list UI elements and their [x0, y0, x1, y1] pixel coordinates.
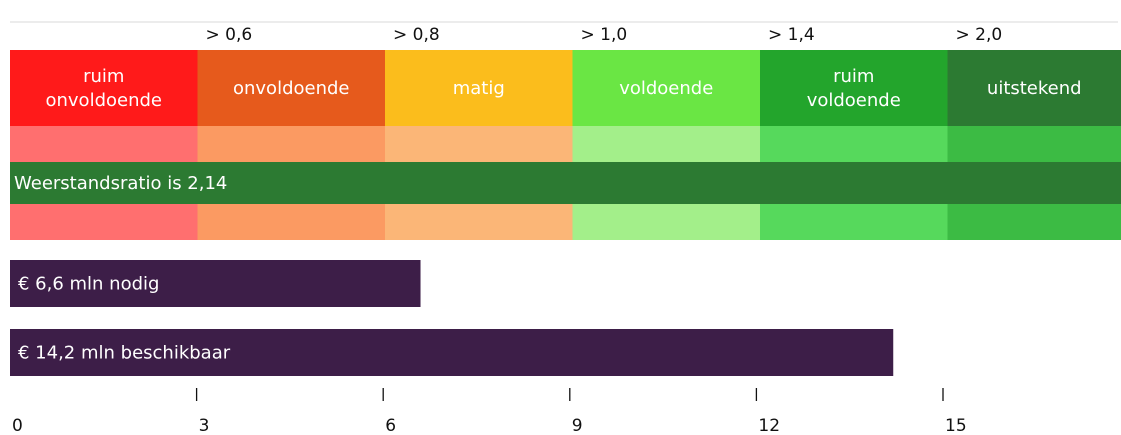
- x-tick-label: 9: [572, 416, 583, 435]
- x-axis: 0 3 6 9 12 15: [12, 388, 967, 435]
- category-light-band-lower: [385, 204, 573, 240]
- category-label-line: uitstekend: [987, 78, 1082, 99]
- threshold-label: > 1,4: [768, 25, 815, 45]
- x-tick-label: 3: [199, 416, 210, 435]
- category-label: ruim onvoldoende: [45, 66, 162, 111]
- threshold-label: > 0,8: [393, 25, 440, 45]
- category-light-band-lower: [760, 204, 948, 240]
- category-light-band-lower: [572, 204, 760, 240]
- category-light-band-upper: [10, 126, 198, 162]
- category-label-line: onvoldoende: [233, 78, 350, 99]
- category-label: matig: [453, 78, 505, 99]
- x-tick-label: 15: [945, 416, 967, 435]
- category-label: uitstekend: [987, 78, 1082, 99]
- category-label-line: matig: [453, 78, 505, 99]
- category-band: [197, 50, 385, 126]
- threshold-label: > 0,6: [206, 25, 253, 45]
- category-light-band-lower: [197, 204, 385, 240]
- ratio-bar: [10, 162, 1121, 204]
- x-tick-label: 0: [12, 416, 23, 435]
- category-band: [760, 50, 948, 126]
- category-band-rows: [10, 50, 1121, 240]
- x-tick-label: 6: [385, 416, 396, 435]
- category-label: ruim voldoende: [807, 66, 901, 111]
- x-tick-label: 12: [758, 416, 780, 435]
- category-label-line: voldoende: [619, 78, 713, 99]
- ratio-bar-group: Weerstandsratio is 2,14: [10, 162, 1121, 204]
- amount-bar: [10, 260, 421, 307]
- amount-bars: € 6,6 mln nodig € 14,2 mln beschikbaar: [10, 260, 894, 376]
- category-band: [947, 50, 1121, 126]
- ratio-label: Weerstandsratio is 2,14: [14, 173, 227, 194]
- amount-bar: [10, 329, 894, 376]
- amount-bar-label: € 6,6 mln nodig: [18, 274, 159, 295]
- category-band: [10, 50, 198, 126]
- category-light-band-upper: [197, 126, 385, 162]
- category-label-line: onvoldoende: [45, 90, 162, 111]
- category-band: [385, 50, 573, 126]
- category-light-band-upper: [947, 126, 1121, 162]
- category-light-band-upper: [385, 126, 573, 162]
- category-label: onvoldoende: [233, 78, 350, 99]
- threshold-labels: > 0,6 > 0,8 > 1,0 > 1,4 > 2,0: [206, 25, 1003, 45]
- threshold-label: > 1,0: [581, 25, 628, 45]
- category-label: voldoende: [619, 78, 713, 99]
- category-label-line: ruim: [83, 66, 124, 87]
- category-label-line: voldoende: [807, 90, 901, 111]
- category-band: [572, 50, 760, 126]
- category-light-band-lower: [947, 204, 1121, 240]
- threshold-label: > 2,0: [956, 25, 1003, 45]
- category-light-band-upper: [572, 126, 760, 162]
- category-labels: ruim onvoldoende onvoldoende matig voldoende…: [45, 66, 1081, 111]
- amount-bar-label: € 14,2 mln beschikbaar: [18, 343, 231, 364]
- category-light-band-lower: [10, 204, 198, 240]
- category-label-line: ruim: [833, 66, 874, 87]
- category-light-band-upper: [760, 126, 948, 162]
